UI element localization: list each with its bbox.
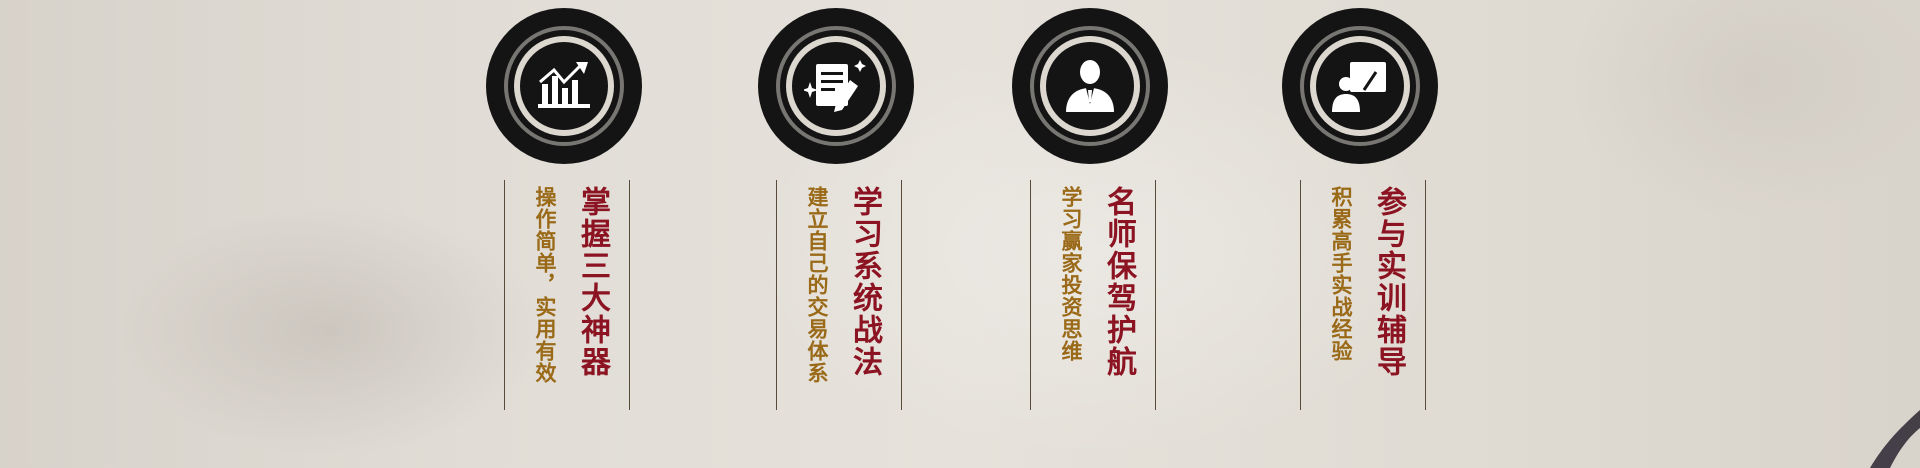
feature-card-mentor: 学习赢家投资思维 名师保驾护航 — [1010, 0, 1170, 468]
ink-ring-emblem — [1010, 6, 1170, 166]
divider-line — [1155, 180, 1156, 410]
divider-line — [1425, 180, 1426, 410]
ink-ring-emblem — [484, 6, 644, 166]
feature-subtitle: 建立自己的交易体系 — [805, 186, 829, 384]
feature-subtitle: 积累高手实战经验 — [1329, 186, 1353, 362]
divider-line — [1030, 180, 1031, 410]
growth-chart-icon — [538, 62, 590, 108]
ink-brush-stroke — [1870, 410, 1920, 468]
mentor-suit-icon — [1066, 60, 1114, 112]
feature-subtitle: 学习赢家投资思维 — [1059, 186, 1083, 362]
divider-line — [901, 180, 902, 410]
divider-line — [1300, 180, 1301, 410]
feature-title: 掌握三大神器 — [575, 186, 610, 378]
feature-title: 参与实训辅导 — [1371, 186, 1406, 378]
feature-title: 学习系统战法 — [847, 186, 882, 378]
ink-ring-emblem — [1280, 6, 1440, 166]
feature-subtitle: 操作简单，实用有效 — [533, 186, 557, 384]
divider-line — [504, 180, 505, 410]
divider-line — [776, 180, 777, 410]
document-pen-icon — [804, 60, 866, 112]
ink-ring-emblem — [756, 6, 916, 166]
feature-title: 名师保驾护航 — [1101, 186, 1136, 378]
teacher-board-icon — [1332, 62, 1386, 112]
feature-card-training: 积累高手实战经验 参与实训辅导 — [1280, 0, 1440, 468]
divider-line — [629, 180, 630, 410]
feature-card-tools: 操作简单，实用有效 掌握三大神器 — [484, 0, 644, 468]
feature-card-system: 建立自己的交易体系 学习系统战法 — [756, 0, 916, 468]
